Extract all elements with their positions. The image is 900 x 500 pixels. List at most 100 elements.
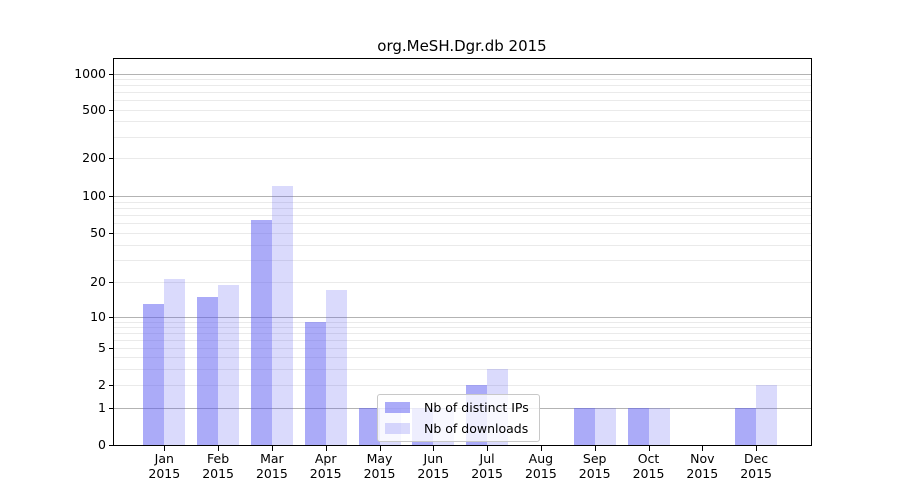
- gridline-minor-70: [114, 215, 811, 216]
- gridline-major-100: [114, 196, 811, 197]
- legend-item-downloads: Nb of downloads: [385, 421, 529, 436]
- gridline-minor-4: [114, 357, 811, 358]
- x-tick-nov: [702, 446, 704, 451]
- y-tick-label-200: 200: [82, 150, 106, 165]
- legend-item-distinct-ips: Nb of distinct IPs: [385, 400, 529, 415]
- x-tick-label-oct: Oct 2015: [633, 451, 665, 481]
- bar-oct-downloads: [648, 408, 670, 445]
- legend: Nb of distinct IPs Nb of downloads: [377, 394, 540, 442]
- x-tick-label-sep: Sep 2015: [579, 451, 611, 481]
- gridline-minor-50: [114, 233, 811, 234]
- x-tick-month-jun: Jun: [423, 451, 444, 466]
- x-tick-month-aug: Aug: [528, 451, 554, 466]
- bar-may-distinct-ips: [358, 408, 380, 445]
- bar-oct-distinct-ips: [627, 408, 649, 445]
- x-tick-year-jul: 2015: [471, 466, 503, 481]
- y-tick-label-50: 50: [90, 225, 106, 240]
- x-tick-aug: [540, 446, 542, 451]
- y-tick-1: [109, 408, 113, 409]
- legend-swatch-distinct-ips: [385, 402, 410, 413]
- gridline-minor-80: [114, 207, 811, 209]
- gridline-minor-60: [114, 223, 811, 225]
- x-tick-label-mar: Mar 2015: [256, 451, 288, 481]
- x-tick-year-apr: 2015: [309, 466, 342, 481]
- x-tick-may: [379, 446, 381, 451]
- y-tick-label-100: 100: [82, 188, 106, 203]
- bar-apr-downloads: [325, 290, 347, 445]
- y-tick-label-1000: 1000: [74, 65, 106, 81]
- x-tick-year-aug: 2015: [524, 466, 557, 481]
- x-tick-month-sep: Sep: [582, 451, 607, 466]
- legend-swatch-downloads: [385, 423, 410, 434]
- x-tick-apr: [325, 446, 327, 451]
- gridline-minor-600: [114, 100, 811, 101]
- x-tick-label-jan: Jan 2015: [148, 451, 180, 481]
- x-tick-month-jul: Jul: [479, 451, 495, 466]
- gridline-minor-3: [114, 368, 811, 370]
- x-tick-jul: [487, 446, 489, 451]
- gridline-minor-9: [114, 321, 811, 323]
- y-tick-100: [109, 196, 113, 197]
- gridline-major-1000: [114, 73, 811, 75]
- y-tick-1000: [109, 73, 113, 75]
- bar-jan-downloads: [164, 279, 186, 445]
- bar-dec-distinct-ips: [735, 408, 757, 445]
- x-tick-year-oct: 2015: [632, 466, 665, 481]
- y-tick-50: [109, 233, 113, 234]
- gridline-minor-90: [114, 201, 811, 203]
- x-tick-dec: [756, 446, 758, 451]
- x-tick-month-dec: Dec: [743, 451, 769, 466]
- y-tick-5: [109, 348, 113, 349]
- x-tick-year-jan: 2015: [148, 466, 181, 481]
- x-tick-year-feb: 2015: [202, 466, 234, 481]
- gridline-minor-900: [114, 79, 811, 80]
- x-tick-month-oct: Oct: [637, 451, 660, 466]
- y-tick-500: [109, 109, 113, 111]
- gridline-minor-5: [114, 348, 811, 349]
- x-tick-year-mar: 2015: [255, 466, 288, 481]
- x-tick-sep: [594, 446, 596, 451]
- gridline-minor-7: [114, 333, 811, 334]
- bar-sep-downloads: [594, 408, 616, 445]
- gridline-minor-20: [114, 282, 811, 283]
- bar-mar-distinct-ips: [250, 219, 272, 445]
- y-tick-label-1: 1: [98, 400, 106, 415]
- gridline-minor-6: [114, 339, 811, 341]
- x-tick-label-dec: Dec 2015: [740, 451, 772, 481]
- x-tick-mar: [271, 446, 273, 451]
- x-tick-month-may: May: [366, 451, 393, 466]
- gridline-minor-400: [114, 121, 811, 123]
- gridline-minor-2: [114, 385, 811, 386]
- y-tick-label-500: 500: [82, 101, 106, 117]
- legend-label-distinct-ips: Nb of distinct IPs: [424, 400, 529, 415]
- x-tick-month-feb: Feb: [207, 451, 230, 466]
- x-tick-label-jul: Jul 2015: [471, 451, 503, 481]
- y-tick-20: [109, 282, 113, 283]
- gridline-minor-800: [114, 85, 811, 87]
- x-tick-year-may: 2015: [363, 466, 396, 481]
- bar-feb-distinct-ips: [197, 296, 219, 445]
- gridline-minor-200: [114, 158, 811, 159]
- gridline-minor-300: [114, 136, 811, 138]
- bar-mar-downloads: [271, 186, 293, 445]
- legend-label-downloads: Nb of downloads: [424, 421, 529, 436]
- x-tick-month-jan: Jan: [154, 451, 174, 466]
- bar-sep-distinct-ips: [573, 408, 595, 445]
- chart-title: org.MeSH.Dgr.db 2015: [377, 37, 547, 55]
- y-tick-label-5: 5: [98, 340, 106, 355]
- y-tick-label-20: 20: [90, 274, 106, 289]
- x-tick-month-nov: Nov: [690, 451, 715, 466]
- x-tick-month-mar: Mar: [260, 451, 284, 466]
- x-tick-year-jun: 2015: [417, 466, 450, 481]
- bar-dec-downloads: [756, 385, 778, 445]
- gridline-major-10: [114, 317, 811, 318]
- plot-area: [113, 58, 812, 446]
- gridline-minor-700: [114, 92, 811, 93]
- x-tick-label-apr: Apr 2015: [310, 451, 342, 481]
- y-tick-2: [109, 385, 113, 386]
- x-tick-label-aug: Aug 2015: [525, 451, 557, 481]
- y-tick-label-0: 0: [98, 437, 106, 452]
- bar-jan-distinct-ips: [143, 303, 165, 445]
- x-tick-label-jun: Jun 2015: [417, 451, 449, 481]
